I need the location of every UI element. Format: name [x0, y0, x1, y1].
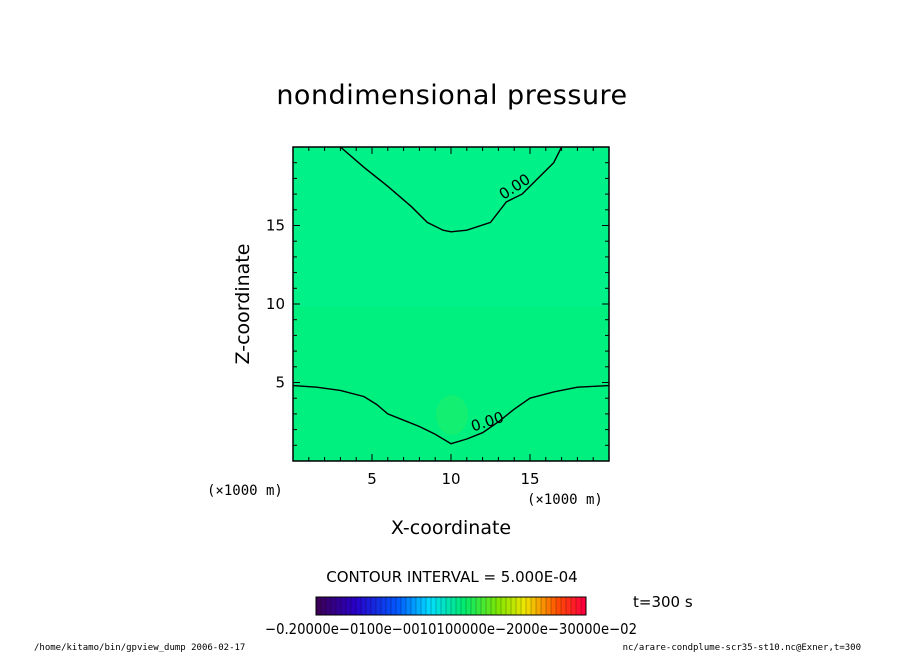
colorbar-cell: [391, 597, 397, 615]
colorbar-cell: [406, 597, 412, 615]
colorbar-cell: [426, 597, 432, 615]
colorbar-cell: [396, 597, 402, 615]
colorbar-cell: [541, 597, 547, 615]
colorbar-cell: [321, 597, 327, 615]
y-axis-label: Z-coordinate: [232, 244, 254, 365]
colorbar-cell: [481, 597, 487, 615]
colorbar-cell: [371, 597, 377, 615]
colorbar-cell: [441, 597, 447, 615]
colorbar-cell: [456, 597, 462, 615]
colorbar-cell: [536, 597, 542, 615]
plot-area: 0.000.00: [292, 146, 610, 462]
y-tick-label: 5: [275, 374, 285, 392]
colorbar-cell: [556, 597, 562, 615]
colorbar-cell: [576, 597, 582, 615]
colorbar-cell: [561, 597, 567, 615]
colorbar-cell: [356, 597, 362, 615]
colorbar-cell: [491, 597, 497, 615]
footer-left: /home/kitamo/bin/gpview_dump 2006-02-17: [34, 643, 245, 653]
colorbar-cell: [461, 597, 467, 615]
colorbar-cell: [581, 597, 587, 615]
colorbar-cell: [501, 597, 507, 615]
colorbar-cell: [546, 597, 552, 615]
contour-line: [339, 146, 563, 233]
y-unit-label: (×1000 m): [207, 483, 283, 499]
colorbar-cell: [436, 597, 442, 615]
axis-ticks: [293, 147, 609, 461]
x-tick-labels: 5 10 15: [367, 470, 539, 488]
footer-right: nc/arare-condplume-scr35-st10.nc@Exner,t…: [623, 643, 861, 653]
colorbar-cell: [376, 597, 382, 615]
y-tick-labels: 5 10 15: [266, 217, 285, 392]
colorbar-cell: [341, 597, 347, 615]
colorbar-cell: [516, 597, 522, 615]
colorbar-cell: [326, 597, 332, 615]
colorbar-cell: [361, 597, 367, 615]
colorbar-cell: [486, 597, 492, 615]
colorbar: −0.20000e−0100e−0010100000e−2000e−30000e…: [265, 596, 637, 638]
x-tick-label: 10: [441, 470, 460, 488]
colorbar-cell: [506, 597, 512, 615]
colorbar-cell: [496, 597, 502, 615]
colorbar-cell: [566, 597, 572, 615]
warm-bubble-anomaly: [436, 395, 468, 435]
colorbar-cell: [551, 597, 557, 615]
contour-lines: [292, 146, 610, 445]
x-unit-label: (×1000 m): [527, 492, 603, 508]
chart-title: nondimensional pressure: [276, 80, 627, 111]
colorbar-cell: [511, 597, 517, 615]
colorbar-cell: [381, 597, 387, 615]
colorbar-cell: [336, 597, 342, 615]
x-tick-label: 5: [367, 470, 377, 488]
upper-field-tint: [293, 147, 609, 307]
colorbar-cell: [386, 597, 392, 615]
x-tick-label: 15: [520, 470, 539, 488]
colorbar-cells: [315, 597, 587, 615]
colorbar-cell: [351, 597, 357, 615]
colorbar-cell: [466, 597, 472, 615]
colorbar-cell: [421, 597, 427, 615]
colorbar-cell: [531, 597, 537, 615]
colorbar-cell: [346, 597, 352, 615]
colorbar-cell: [401, 597, 407, 615]
colorbar-cell: [411, 597, 417, 615]
colorbar-tick-labels: −0.20000e−0100e−0010100000e−2000e−30000e…: [265, 620, 637, 638]
colorbar-cell: [526, 597, 532, 615]
x-axis-label: X-coordinate: [391, 517, 511, 539]
y-tick-label: 10: [266, 295, 285, 313]
y-tick-label: 15: [266, 217, 285, 235]
time-label: t=300 s: [633, 593, 693, 611]
colorbar-cell: [471, 597, 477, 615]
contour-line: [292, 384, 610, 445]
colorbar-cell: [521, 597, 527, 615]
colorbar-cell: [451, 597, 457, 615]
colorbar-cell: [571, 597, 577, 615]
colorbar-frame: [315, 596, 587, 616]
colorbar-cell: [316, 597, 322, 615]
colorbar-cell: [366, 597, 372, 615]
colorbar-cell: [446, 597, 452, 615]
colorbar-cell: [476, 597, 482, 615]
colorbar-cell: [416, 597, 422, 615]
contour-interval-text: CONTOUR INTERVAL = 5.000E-04: [326, 568, 577, 586]
colorbar-cell: [431, 597, 437, 615]
colorbar-cell: [331, 597, 337, 615]
